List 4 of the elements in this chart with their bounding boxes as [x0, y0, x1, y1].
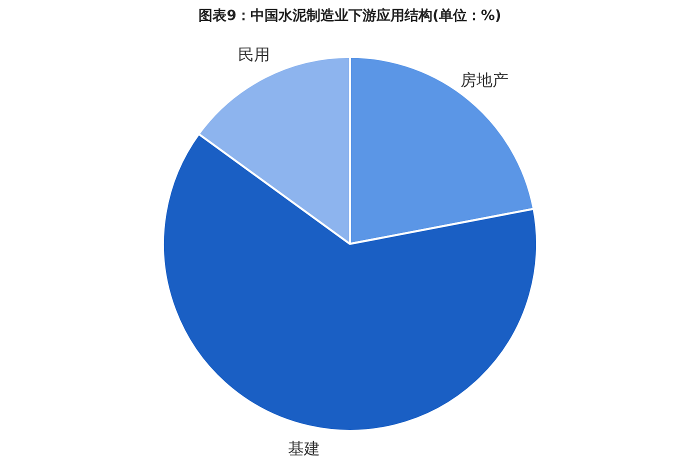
chart-title: 图表9：中国水泥制造业下游应用结构(单位：%) — [198, 7, 502, 24]
slice-label: 民用 — [238, 47, 270, 64]
slice-label: 房地产 — [460, 72, 508, 90]
slice-label: 基建 — [288, 440, 320, 458]
